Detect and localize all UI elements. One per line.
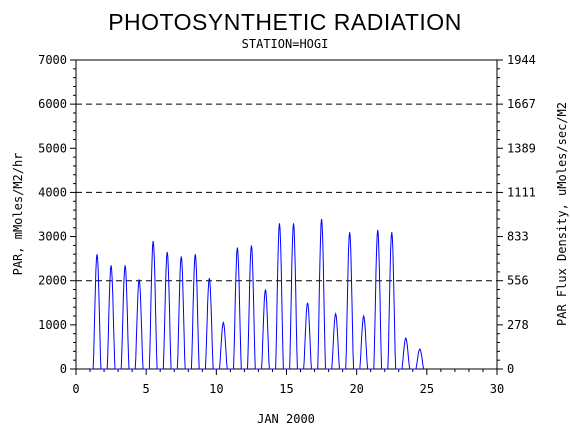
- x-tick-label: 20: [349, 382, 363, 396]
- plot-frame: [75, 59, 498, 370]
- y-right-tick-label: 1667: [507, 97, 536, 111]
- x-tick-label: 15: [279, 382, 293, 396]
- reference-lines: [76, 103, 497, 282]
- y-right-tick-label: 1111: [507, 185, 536, 199]
- x-axis-label: JAN 2000: [257, 412, 315, 426]
- y-tick-label: 6000: [38, 97, 67, 111]
- x-tick-label: 10: [209, 382, 223, 396]
- x-axis: 0 5 10 15 20 25 30: [72, 369, 504, 396]
- x-tick-label: 5: [143, 382, 150, 396]
- y-right-tick-label: 0: [507, 362, 514, 376]
- y-tick-label: 0: [60, 362, 67, 376]
- y-right-tick-label: 1944: [507, 53, 536, 67]
- y-right-tick-label: 1389: [507, 141, 536, 155]
- y-axis-label-right: PAR Flux Density, uMoles/sec/M2: [555, 102, 569, 326]
- y-right-tick-label: 278: [507, 318, 529, 332]
- x-tick-label: 0: [72, 382, 79, 396]
- y-axis-right: 0 278 556 833 1111 1389 1667 1944: [497, 53, 536, 376]
- y-axis-label-left: PAR, mMoles/M2/hr: [11, 153, 25, 276]
- x-tick-label: 25: [420, 382, 434, 396]
- y-tick-label: 2000: [38, 274, 67, 288]
- x-tick-label: 30: [490, 382, 504, 396]
- y-tick-label: 7000: [38, 53, 67, 67]
- y-tick-label: 3000: [38, 230, 67, 244]
- y-tick-label: 5000: [38, 141, 67, 155]
- par-series-line: [90, 218, 425, 370]
- y-axis-left: 0 1000 2000 3000 4000 5000 6000 7000: [38, 53, 76, 376]
- y-tick-label: 1000: [38, 318, 67, 332]
- chart-title: PHOTOSYNTHETIC RADIATION: [108, 9, 462, 35]
- y-right-tick-label: 833: [507, 230, 529, 244]
- chart-subtitle: STATION=HOGI: [242, 37, 329, 51]
- y-tick-label: 4000: [38, 185, 67, 199]
- y-right-tick-label: 556: [507, 274, 529, 288]
